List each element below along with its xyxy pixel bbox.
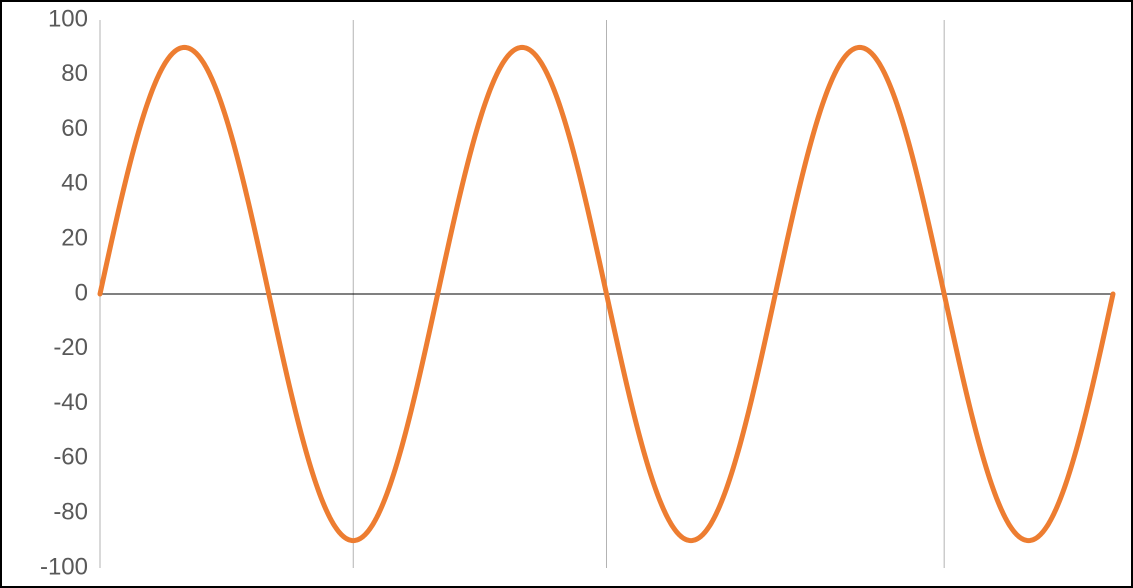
- y-tick-label: -20: [53, 334, 88, 361]
- y-tick-label: -40: [53, 389, 88, 416]
- y-tick-label: 40: [61, 170, 88, 197]
- chart-svg: -100 -80 -60 -40 -20 0 20 40 60 80 100: [0, 0, 1133, 588]
- y-tick-label: -100: [40, 553, 88, 580]
- y-tick-label: 0: [75, 279, 88, 306]
- y-tick-label: 60: [61, 115, 88, 142]
- y-tick-label: 100: [48, 5, 88, 32]
- y-tick-label: 20: [61, 225, 88, 252]
- y-tick-label: -60: [53, 444, 88, 471]
- y-tick-label: 80: [61, 60, 88, 87]
- sine-chart: -100 -80 -60 -40 -20 0 20 40 60 80 100: [0, 0, 1133, 588]
- y-tick-label: -80: [53, 499, 88, 526]
